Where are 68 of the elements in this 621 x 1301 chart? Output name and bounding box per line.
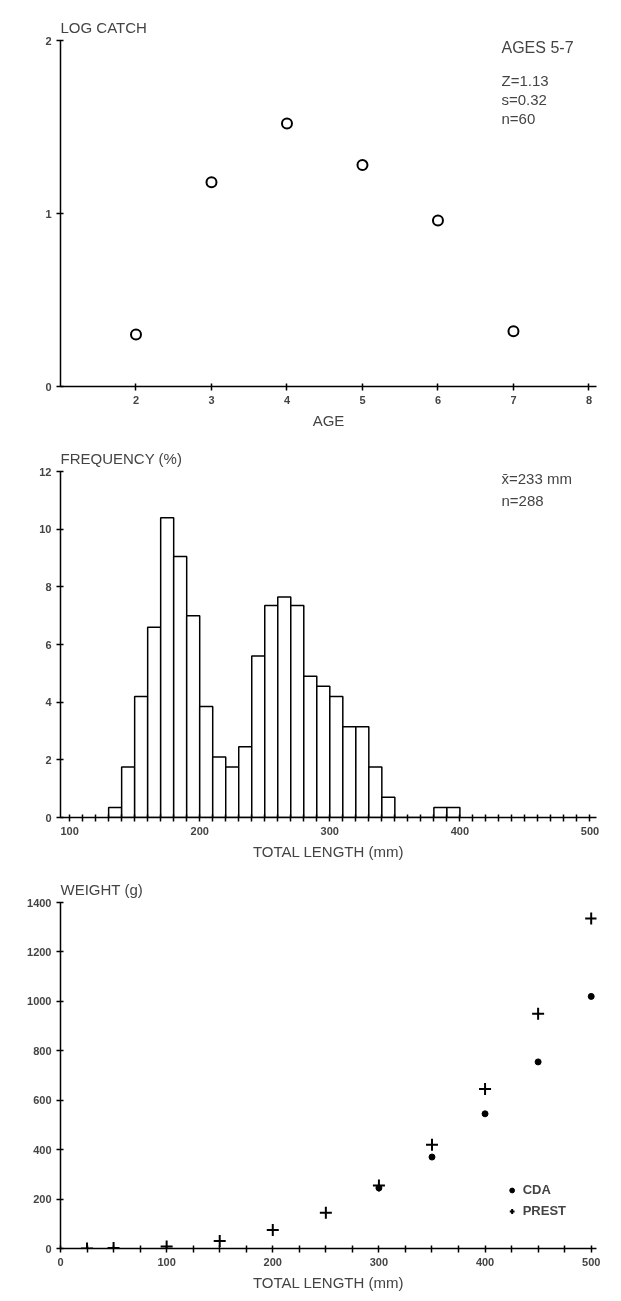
x-tick-label: 400 bbox=[450, 824, 470, 837]
y-axis-title: LOG CATCH bbox=[60, 18, 147, 36]
y-tick-label: 800 bbox=[33, 1044, 52, 1057]
point bbox=[428, 1153, 436, 1161]
x-tick-label: 500 bbox=[582, 1255, 601, 1268]
x-tick-label: 200 bbox=[263, 1255, 282, 1268]
annotation: n=60 bbox=[501, 109, 536, 127]
y-tick-label: 0 bbox=[45, 811, 52, 824]
x-tick-label: 0 bbox=[57, 1255, 64, 1268]
point bbox=[129, 328, 142, 341]
y-tick-label: 0 bbox=[45, 380, 52, 393]
x-tick-label: 3 bbox=[208, 393, 215, 406]
y-tick-label: 4 bbox=[45, 696, 53, 709]
y-tick-label: 1400 bbox=[27, 896, 52, 909]
point bbox=[531, 1006, 546, 1021]
x-tick-label: 400 bbox=[475, 1255, 495, 1268]
y-tick-label: 12 bbox=[39, 465, 52, 478]
x-tick-label: 5 bbox=[359, 393, 366, 406]
x-tick-label: 6 bbox=[434, 393, 442, 406]
point bbox=[534, 1058, 542, 1066]
point bbox=[424, 1137, 439, 1152]
legend-label: PREST bbox=[522, 1203, 566, 1218]
x-tick-label: 500 bbox=[580, 824, 600, 837]
point bbox=[205, 176, 218, 189]
annotation: Z=1.13 bbox=[501, 71, 549, 89]
point bbox=[318, 1205, 333, 1220]
annotation: x̄=233 mm bbox=[501, 469, 572, 487]
x-tick-label: 300 bbox=[369, 1255, 389, 1268]
annotation: s=0.32 bbox=[501, 90, 547, 108]
y-axis-title: FREQUENCY (%) bbox=[60, 449, 182, 467]
x-tick-label: 200 bbox=[190, 824, 209, 837]
y-tick-label: 8 bbox=[45, 580, 52, 593]
point bbox=[481, 1110, 489, 1118]
y-tick-label: 200 bbox=[33, 1193, 52, 1206]
x-tick-label: 2 bbox=[132, 393, 140, 406]
y-tick-label: 2 bbox=[45, 34, 52, 47]
y-tick-label: 1200 bbox=[27, 945, 52, 958]
x-tick-label: 7 bbox=[510, 393, 517, 406]
annotation: n=288 bbox=[501, 491, 544, 509]
point bbox=[212, 1234, 227, 1249]
x-tick-label: 100 bbox=[60, 824, 79, 837]
y-axis-title: WEIGHT (g) bbox=[60, 880, 143, 898]
point bbox=[478, 1082, 493, 1097]
point bbox=[587, 992, 595, 1000]
y-tick-label: 6 bbox=[45, 638, 52, 651]
x-axis-title: TOTAL LENGTH (mm) bbox=[252, 1273, 404, 1291]
y-tick-label: 1 bbox=[45, 207, 52, 220]
point bbox=[356, 159, 369, 172]
y-tick-label: 400 bbox=[33, 1143, 52, 1156]
point bbox=[265, 1222, 280, 1237]
point bbox=[584, 911, 597, 926]
y-tick-label: 600 bbox=[33, 1094, 52, 1107]
y-tick-label: 1000 bbox=[27, 995, 52, 1008]
y-tick-label: 10 bbox=[39, 523, 52, 536]
x-axis-title: TOTAL LENGTH (mm) bbox=[252, 842, 404, 860]
x-tick-label: 8 bbox=[585, 393, 593, 406]
y-tick-label: 0 bbox=[45, 1242, 52, 1255]
x-tick-label: 100 bbox=[157, 1255, 176, 1268]
x-tick-label: 300 bbox=[320, 824, 339, 837]
point bbox=[507, 325, 520, 338]
x-axis-title: AGE bbox=[312, 411, 345, 429]
point bbox=[431, 214, 444, 227]
x-tick-label: 4 bbox=[283, 393, 291, 406]
y-tick-label: 2 bbox=[45, 753, 52, 766]
legend-label: CDA bbox=[522, 1182, 551, 1197]
annotation: AGES 5-7 bbox=[501, 38, 574, 56]
point bbox=[280, 117, 293, 130]
point bbox=[371, 1178, 386, 1193]
